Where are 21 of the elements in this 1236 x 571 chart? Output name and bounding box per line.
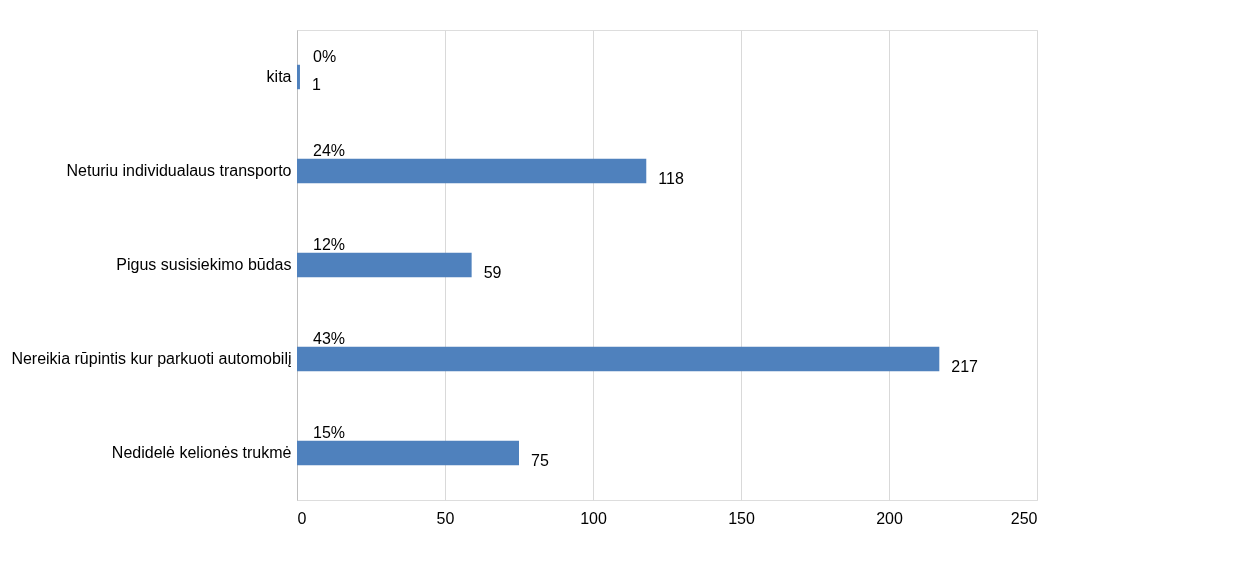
data-label: 217 <box>951 358 979 375</box>
x-tick-label: 150 <box>728 509 755 527</box>
y-tick-label: Pigus susisiekimo būdas <box>116 256 292 273</box>
annotation: 12% <box>313 236 346 253</box>
x-tick-label: 100 <box>580 509 607 527</box>
data-label: 118 <box>658 170 684 187</box>
x-tick-label: 50 <box>436 509 455 527</box>
data-label: 59 <box>483 264 502 281</box>
annotation: 24% <box>313 142 346 159</box>
annotation: 43% <box>313 330 346 347</box>
y-tick-label: Nereikia rūpintis kur parkuoti automobilį <box>11 350 292 367</box>
x-tick-label: 200 <box>876 509 903 527</box>
y-tick-label: Nedidelė kelionės trukmė <box>111 444 292 461</box>
x-tick-label: 250 <box>1010 509 1038 527</box>
annotation: 15% <box>313 424 346 441</box>
data-label: 75 <box>531 452 549 469</box>
x-tick-label: 0 <box>297 509 307 527</box>
y-tick-label: Neturiu individualaus transporto <box>66 162 292 179</box>
data-label: 1 <box>311 76 321 93</box>
y-tick-label: kita <box>266 68 292 85</box>
annotation: 0% <box>313 48 337 65</box>
